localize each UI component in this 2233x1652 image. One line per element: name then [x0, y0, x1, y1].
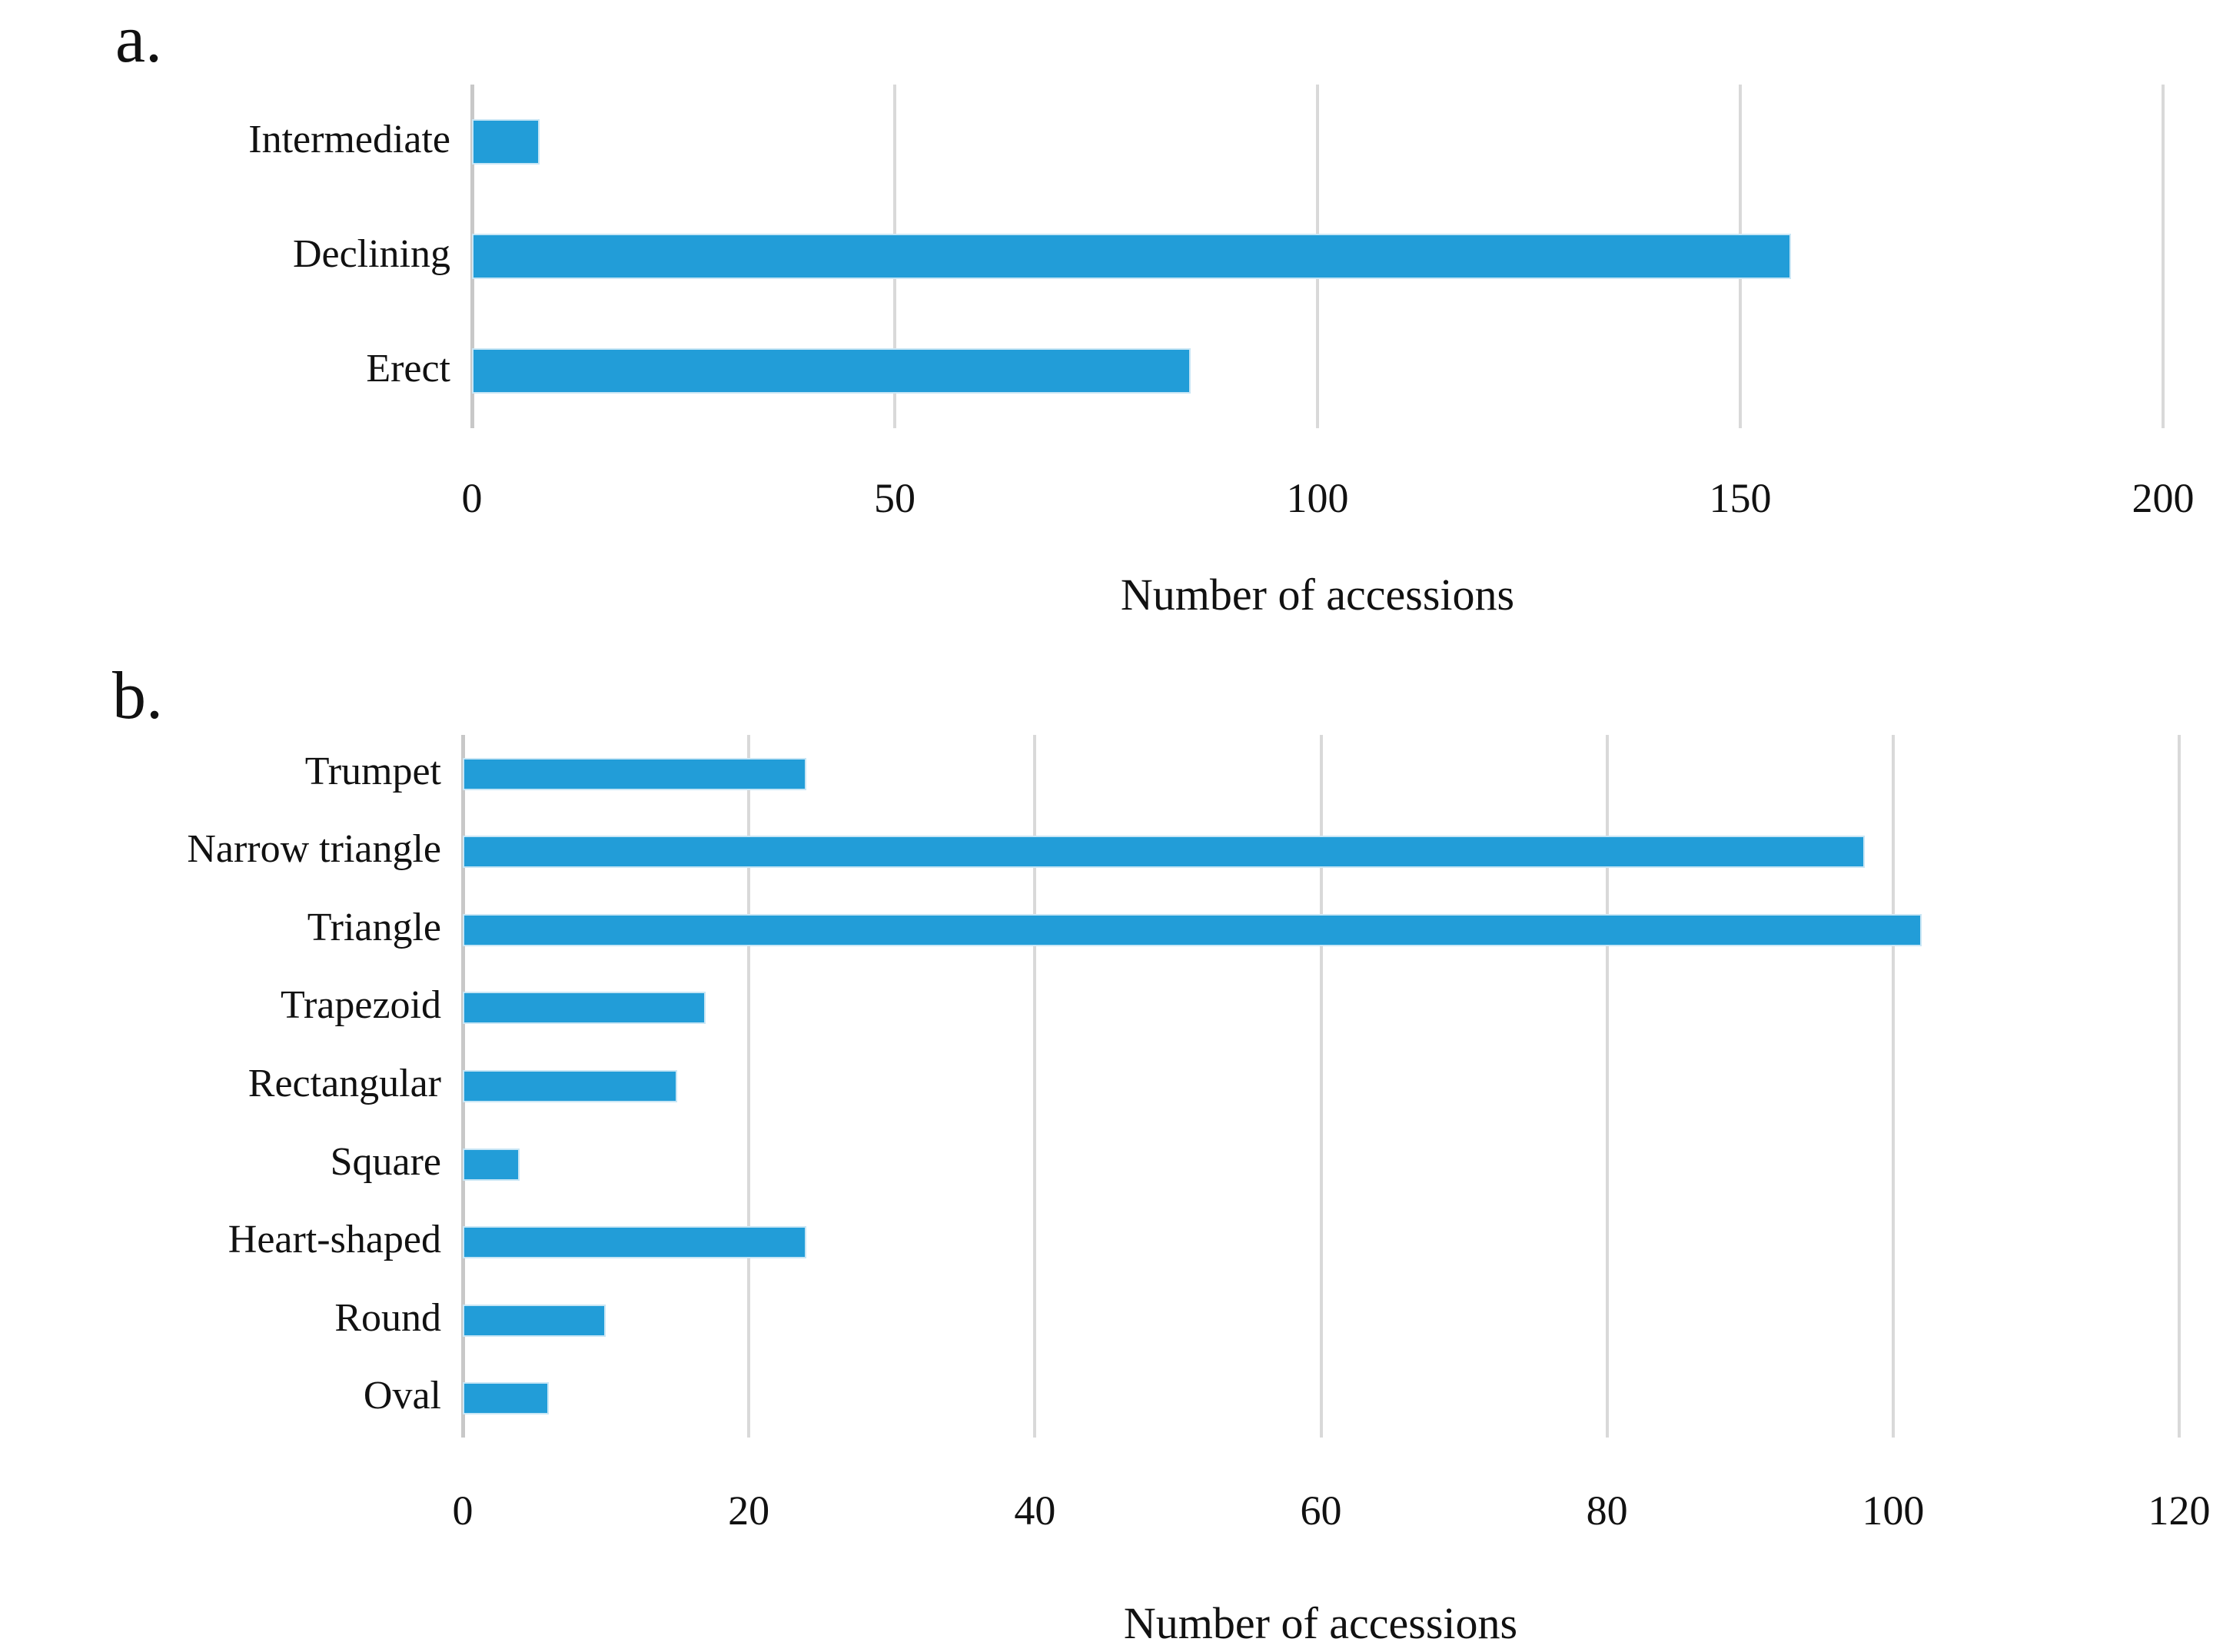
category-label-intermediate: Intermediate: [248, 117, 450, 161]
x-tick-label-100: 100: [1862, 1487, 1925, 1534]
x-tick-label-40: 40: [1014, 1487, 1056, 1534]
x-tick-label-150: 150: [1709, 475, 1772, 521]
x-tick-label-80: 80: [1586, 1487, 1628, 1534]
bar-square: [463, 1148, 520, 1181]
category-label-oval: Oval: [363, 1374, 441, 1418]
bar-declining: [472, 234, 1791, 279]
x-tick-label-50: 50: [874, 475, 915, 521]
category-label-square: Square: [330, 1139, 441, 1184]
category-label-trumpet: Trumpet: [304, 749, 441, 793]
gridline-x-100: [1891, 735, 1895, 1438]
gridline-x-20: [747, 735, 751, 1438]
x-tick-label-20: 20: [728, 1487, 770, 1534]
panel-a-letter: a.: [115, 2, 163, 77]
bar-triangle: [463, 913, 1922, 946]
gridline-x-120: [2178, 735, 2181, 1438]
gridline-x-40: [1033, 735, 1037, 1438]
category-label-heart-shaped: Heart-shaped: [228, 1218, 441, 1262]
bar-round: [463, 1304, 606, 1337]
category-label-triangle: Triangle: [307, 905, 441, 949]
bar-erect: [472, 348, 1191, 394]
x-tick-label-0: 0: [452, 1487, 474, 1534]
category-label-trapezoid: Trapezoid: [281, 983, 441, 1028]
bar-trapezoid: [463, 992, 706, 1025]
x-tick-label-200: 200: [2132, 475, 2195, 521]
panel-a-x-axis-title: Number of accessions: [1120, 570, 1515, 620]
gridline-x-80: [1605, 735, 1609, 1438]
gridline-x-200: [2162, 85, 2165, 428]
bar-intermediate: [472, 119, 540, 165]
x-tick-label-0: 0: [461, 475, 483, 521]
bar-trumpet: [463, 757, 806, 790]
bar-heart-shaped: [463, 1226, 806, 1259]
bar-oval: [463, 1382, 549, 1415]
gridline-x-60: [1319, 735, 1323, 1438]
x-tick-label-60: 60: [1300, 1487, 1342, 1534]
bar-rectangular: [463, 1070, 677, 1102]
panel-b-x-axis-title: Number of accessions: [1123, 1598, 1518, 1648]
category-label-narrow-triangle: Narrow triangle: [187, 827, 441, 872]
x-tick-label-120: 120: [2148, 1487, 2211, 1534]
category-label-rectangular: Rectangular: [248, 1062, 441, 1105]
category-label-round: Round: [334, 1295, 441, 1340]
panel-b-letter: b.: [112, 659, 163, 733]
bar-narrow-triangle: [463, 836, 1865, 869]
category-label-declining: Declining: [292, 231, 450, 276]
category-label-erect: Erect: [366, 346, 450, 391]
x-tick-label-100: 100: [1286, 475, 1349, 521]
